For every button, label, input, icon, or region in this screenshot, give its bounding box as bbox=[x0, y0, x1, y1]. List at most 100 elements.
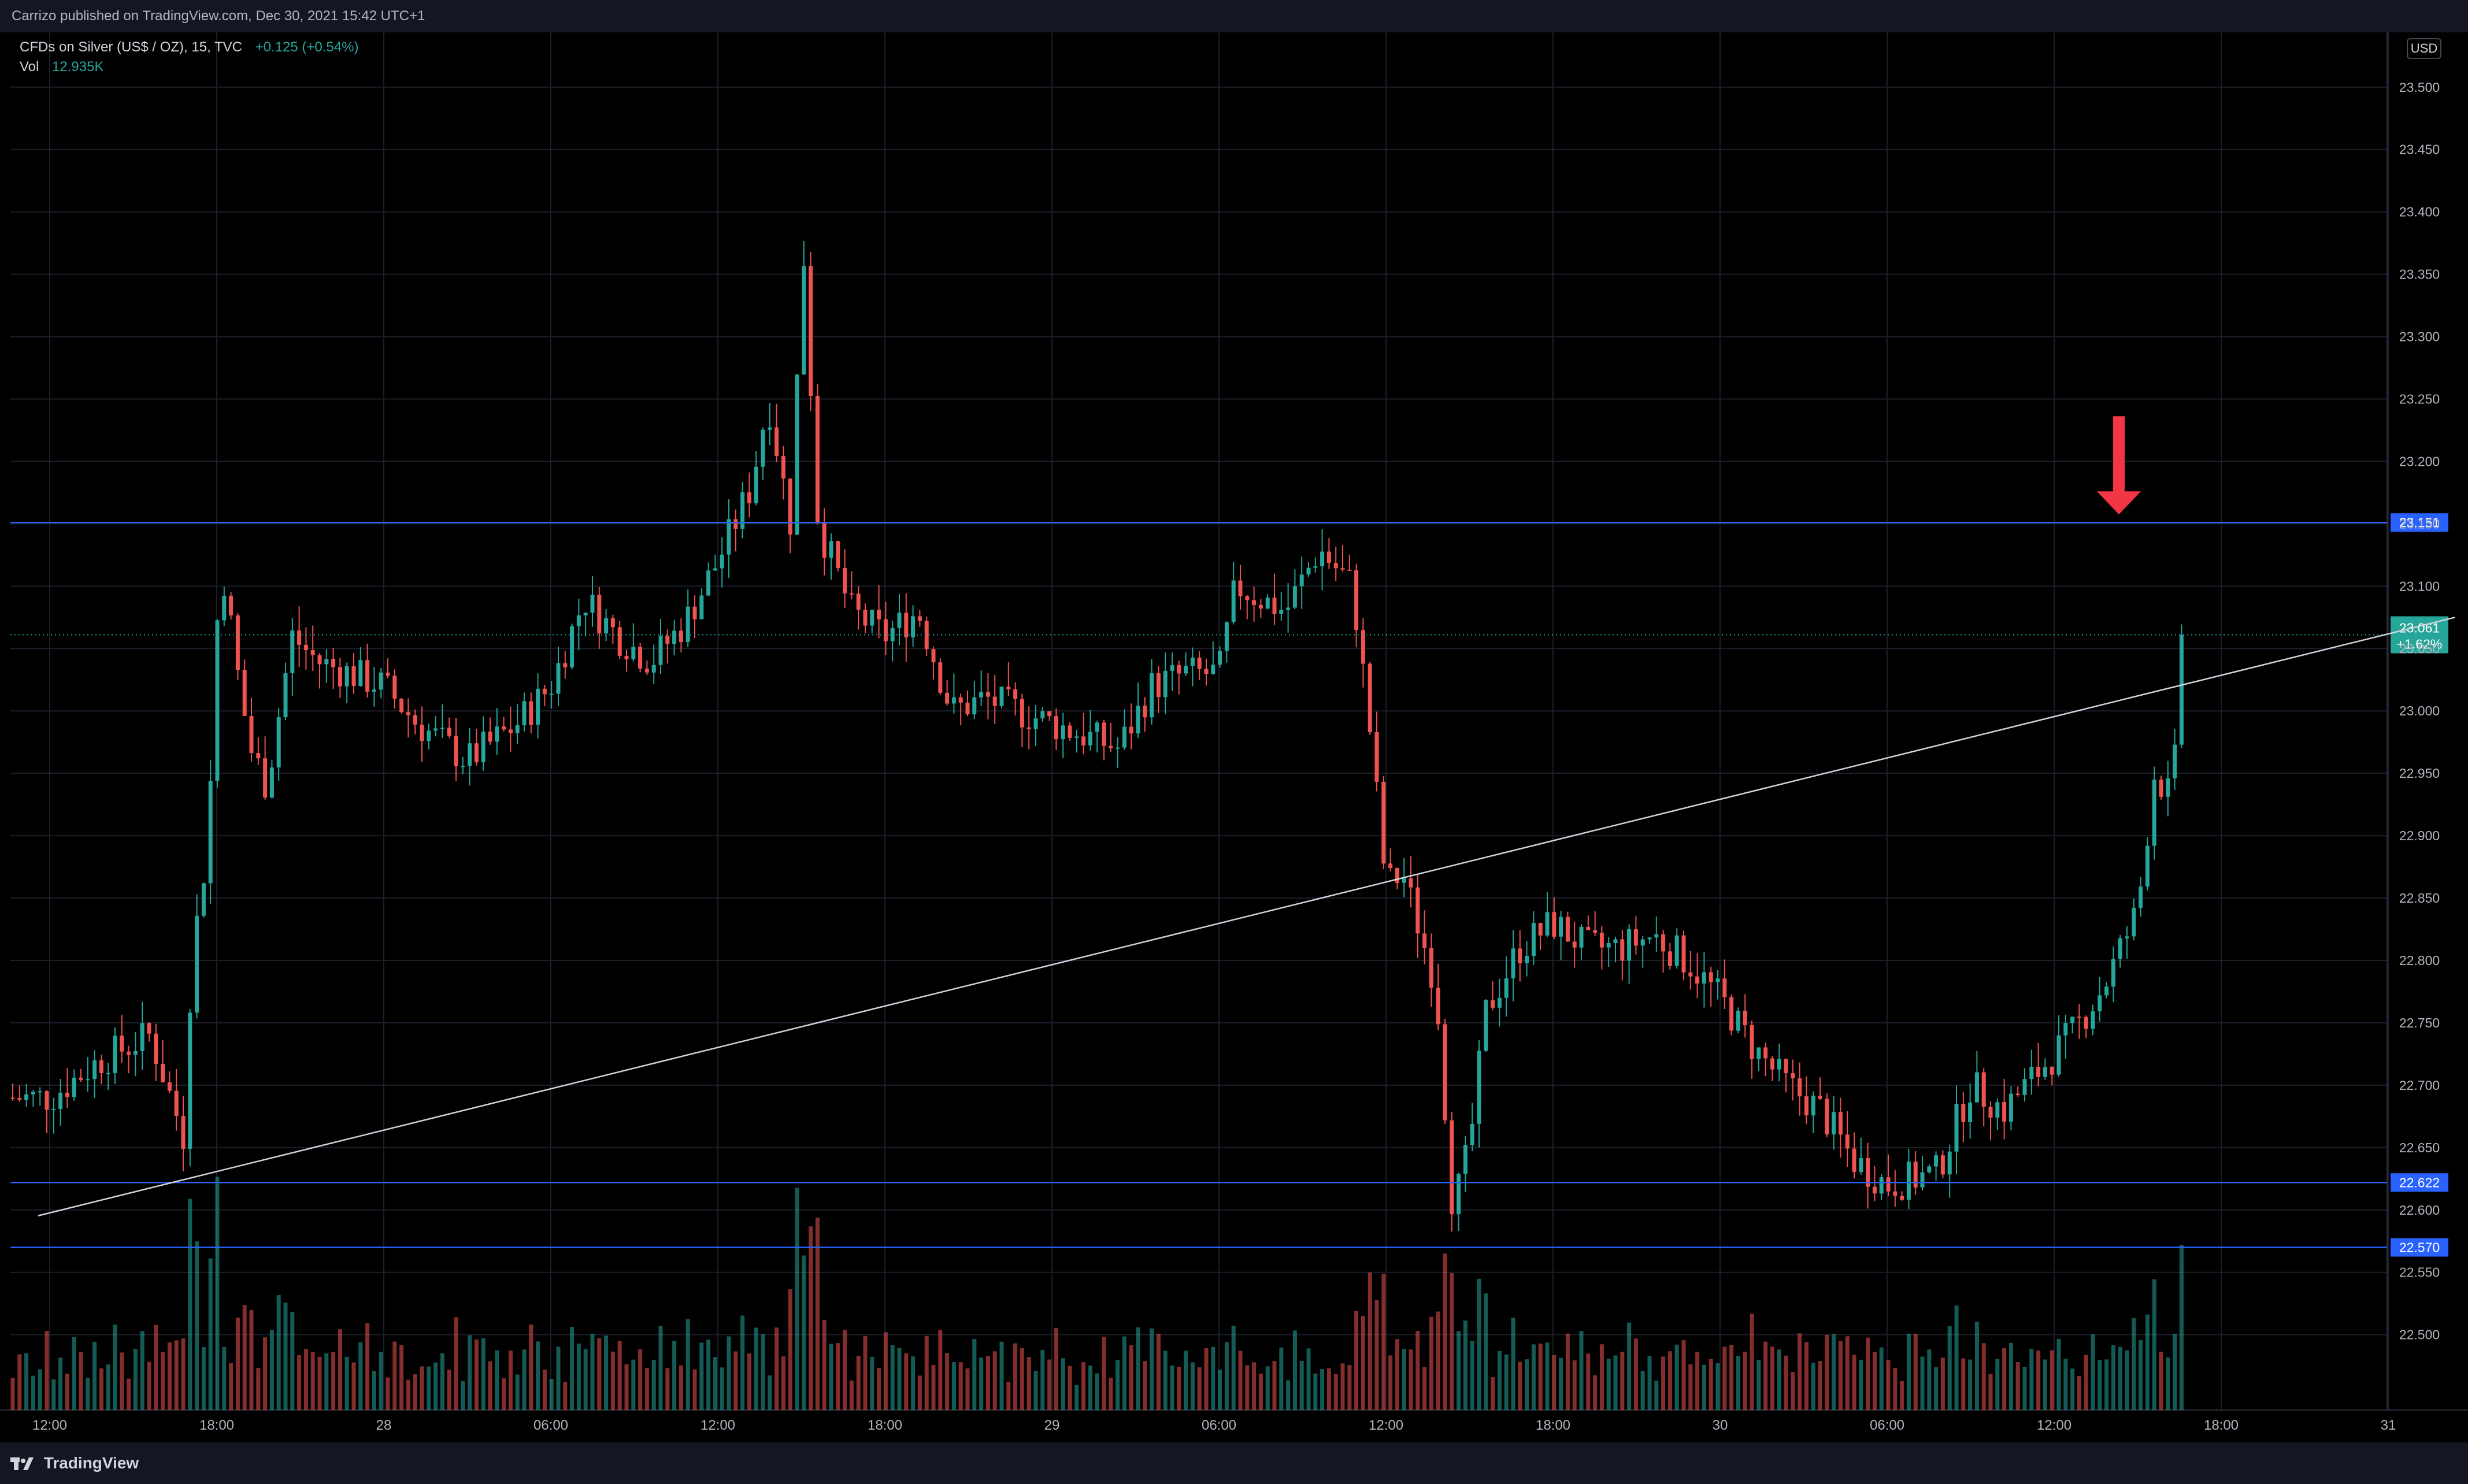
volume-bar bbox=[849, 1380, 854, 1410]
volume-bar bbox=[1879, 1347, 1884, 1410]
volume-bar bbox=[317, 1356, 322, 1410]
volume-bar bbox=[303, 1349, 308, 1410]
volume-bar bbox=[788, 1289, 792, 1410]
volume-bar bbox=[1859, 1359, 1863, 1410]
candle-body bbox=[1013, 689, 1018, 699]
volume-bar bbox=[1361, 1316, 1365, 1410]
candle-body bbox=[290, 630, 295, 673]
candle-body bbox=[420, 724, 424, 741]
volume-bar bbox=[133, 1349, 138, 1410]
candle-body bbox=[1252, 600, 1257, 605]
candle-body bbox=[1715, 978, 1720, 982]
chart-pane[interactable]: 23.151 22.622 22.570 23.061 +1.62% 23.500 23.4… bbox=[0, 32, 2468, 1442]
candle-body bbox=[1886, 1177, 1891, 1192]
volume-bar bbox=[836, 1343, 840, 1410]
candle-body bbox=[1368, 663, 1372, 733]
volume-bar bbox=[1606, 1359, 1611, 1410]
candle-body bbox=[1409, 878, 1413, 888]
x-tick-label: 18:00 bbox=[199, 1418, 234, 1433]
volume-bar bbox=[1599, 1344, 1604, 1410]
y-tick-label: 23.350 bbox=[2399, 267, 2440, 282]
candle-body bbox=[849, 593, 854, 595]
volume-bar bbox=[529, 1324, 533, 1410]
volume-bar bbox=[1586, 1353, 1591, 1410]
volume-bar bbox=[2063, 1359, 2068, 1410]
candle-body bbox=[2015, 1093, 2020, 1096]
volume-bar bbox=[79, 1352, 83, 1410]
candle-body bbox=[1211, 665, 1216, 674]
candle-body bbox=[1845, 1134, 1850, 1149]
trendline[interactable] bbox=[38, 617, 2455, 1216]
candle-body bbox=[938, 662, 943, 693]
volume-bar bbox=[1095, 1373, 1099, 1410]
volume-bar bbox=[1224, 1342, 1229, 1410]
candle-body bbox=[269, 767, 274, 798]
volume-bar bbox=[1143, 1361, 1147, 1410]
volume-bar bbox=[931, 1364, 936, 1410]
volume-bar bbox=[331, 1352, 336, 1410]
candle-body bbox=[706, 570, 711, 596]
volume-bar bbox=[99, 1368, 103, 1410]
candle-body bbox=[549, 693, 554, 695]
volume-bar bbox=[1450, 1272, 1454, 1410]
down-arrow-icon[interactable] bbox=[2097, 416, 2141, 515]
candle-body bbox=[386, 672, 390, 676]
volume-bar bbox=[1674, 1344, 1679, 1410]
volume-bar bbox=[1954, 1305, 1959, 1410]
volume-bar bbox=[1804, 1342, 1809, 1410]
volume-bar bbox=[1538, 1344, 1543, 1410]
x-tick-label: 31 bbox=[2381, 1418, 2396, 1433]
volume-bar bbox=[644, 1368, 649, 1410]
volume-bar bbox=[1313, 1373, 1318, 1410]
volume-bar bbox=[1333, 1374, 1338, 1410]
volume-bar bbox=[1136, 1327, 1140, 1410]
volume-bar bbox=[2132, 1318, 2136, 1410]
candle-body bbox=[1415, 887, 1420, 934]
volume-bar bbox=[1743, 1352, 1747, 1410]
candle-body bbox=[863, 610, 868, 626]
candle-body bbox=[1443, 1024, 1447, 1121]
candle-body bbox=[1954, 1104, 1959, 1152]
candle-body bbox=[1388, 863, 1393, 869]
volume-bar bbox=[1265, 1366, 1270, 1410]
volume-bar bbox=[883, 1332, 888, 1410]
volume-bar bbox=[1770, 1346, 1774, 1410]
currency-button[interactable]: USD bbox=[2407, 38, 2441, 59]
candle-body bbox=[911, 616, 916, 637]
volume-bar bbox=[2050, 1350, 2054, 1410]
candle-body bbox=[556, 663, 561, 694]
volume-bar bbox=[2091, 1334, 2095, 1410]
volume-bar bbox=[1027, 1357, 1031, 1410]
candle-body bbox=[2077, 1016, 2081, 1018]
y-tick-label: 22.850 bbox=[2399, 891, 2440, 906]
candle-body bbox=[1947, 1151, 1952, 1175]
volume-bar bbox=[92, 1341, 97, 1410]
volume-bar bbox=[727, 1336, 731, 1410]
price-chart[interactable]: 23.15122.62222.57023.061+1.62%23.50023.4… bbox=[0, 32, 2468, 1442]
brand-name: TradingView bbox=[43, 1454, 139, 1472]
candle-body bbox=[120, 1036, 124, 1052]
volume-bar bbox=[269, 1330, 274, 1410]
y-tick-label: 23.100 bbox=[2399, 578, 2440, 593]
candle-body bbox=[672, 630, 677, 644]
volume-bar bbox=[1511, 1318, 1515, 1410]
candle-body bbox=[1913, 1162, 1918, 1188]
candle-body bbox=[1763, 1047, 1768, 1059]
y-tick-label: 23.150 bbox=[2399, 516, 2440, 531]
volume-bar bbox=[1177, 1367, 1181, 1410]
candle-body bbox=[1313, 566, 1318, 568]
candle-body bbox=[92, 1060, 97, 1079]
candle-body bbox=[1552, 912, 1557, 937]
candle-body bbox=[1265, 598, 1270, 609]
volume-bar bbox=[1443, 1253, 1447, 1410]
volume-bar bbox=[1736, 1356, 1740, 1410]
candle-body bbox=[965, 702, 970, 715]
volume-bar bbox=[1054, 1327, 1058, 1410]
tradingview-logo[interactable]: TradingView bbox=[10, 1454, 139, 1472]
volume-bar bbox=[1681, 1340, 1686, 1410]
volume-bar bbox=[1347, 1365, 1352, 1410]
candle-body bbox=[802, 266, 806, 374]
candle-body bbox=[1286, 607, 1291, 610]
volume-bar bbox=[481, 1338, 486, 1410]
volume-bar bbox=[802, 1255, 806, 1410]
